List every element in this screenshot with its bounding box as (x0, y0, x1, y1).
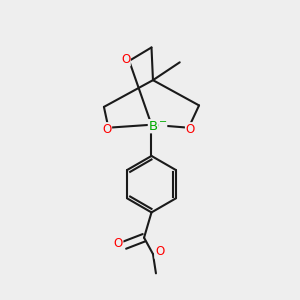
Text: O: O (185, 123, 195, 136)
Text: O: O (114, 237, 123, 250)
Text: O: O (102, 123, 112, 136)
Text: B: B (148, 120, 158, 133)
Text: O: O (121, 53, 130, 66)
Text: O: O (155, 245, 164, 258)
Text: −: − (159, 117, 167, 127)
